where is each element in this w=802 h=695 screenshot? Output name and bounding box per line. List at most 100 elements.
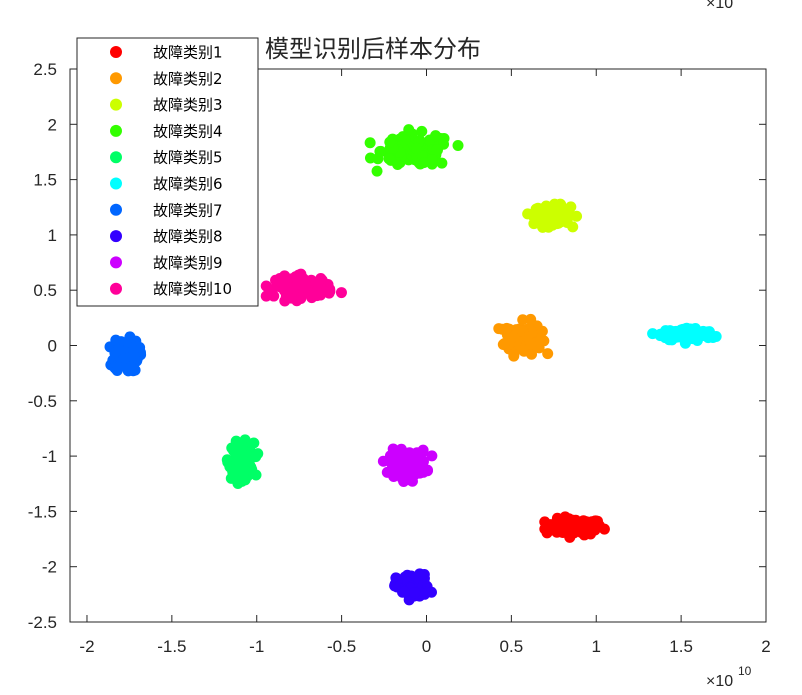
chart-title: 模型识别后样本分布 [265, 35, 481, 63]
y-tick-label: -1.5 [28, 502, 57, 521]
data-point [452, 140, 464, 152]
data-point [311, 290, 323, 302]
data-point [436, 157, 448, 169]
data-point [647, 328, 659, 340]
data-point [113, 361, 125, 373]
data-point [534, 335, 546, 347]
data-point [404, 447, 416, 459]
data-point [567, 221, 579, 233]
series-10 [260, 268, 347, 307]
data-point [508, 350, 520, 362]
data-point [525, 313, 537, 325]
data-point [394, 453, 406, 465]
x-tick-label: -2 [79, 637, 94, 656]
x-tick-label: -1.5 [157, 637, 186, 656]
data-point [110, 334, 122, 346]
y-axis-ticks: -2.5 -2 -1.5 -1 -0.5 0 0.5 1 1.5 2 2.5 [28, 60, 766, 632]
data-point [268, 290, 280, 302]
data-point [410, 142, 422, 154]
legend-label: 故障类别6 [153, 175, 223, 193]
data-point [528, 218, 540, 230]
legend-marker [110, 151, 122, 164]
x-exponent-label: ×10 [706, 673, 733, 690]
y-tick-label: 1 [48, 226, 57, 245]
series-4 [364, 124, 464, 177]
data-point [542, 348, 554, 360]
data-point [279, 279, 291, 291]
data-point [499, 337, 511, 349]
data-point [240, 452, 252, 464]
data-point [560, 519, 572, 531]
data-point [392, 158, 404, 170]
data-point [430, 130, 442, 142]
data-point [387, 443, 399, 455]
y-tick-label: -2 [42, 558, 57, 577]
data-point [398, 476, 410, 488]
data-point [127, 344, 139, 356]
data-point [416, 447, 428, 459]
series-5 [221, 434, 264, 490]
data-point [416, 125, 428, 137]
legend-label: 故障类别5 [153, 149, 223, 167]
legend-label: 故障类别9 [153, 254, 223, 272]
data-point [575, 527, 587, 539]
data-point [426, 153, 438, 165]
data-point [372, 153, 384, 165]
y-tick-label: 0 [48, 337, 57, 356]
data-point [418, 157, 430, 169]
data-point [563, 208, 575, 220]
data-point [598, 523, 610, 535]
series-2 [493, 313, 554, 362]
legend-marker [110, 72, 122, 85]
data-point [124, 361, 136, 373]
data-point [517, 314, 529, 326]
data-point [377, 455, 389, 467]
data-point [541, 527, 553, 539]
data-point [431, 144, 443, 156]
data-point [413, 459, 425, 471]
data-points [104, 124, 722, 606]
y-tick-label: 2 [48, 115, 57, 134]
y-tick-label: 2.5 [33, 60, 57, 79]
data-point [525, 338, 537, 350]
series-9 [377, 443, 438, 488]
series-1 [539, 511, 610, 543]
y-exponent-label: ×10 [706, 0, 733, 12]
series-3 [522, 198, 583, 233]
data-point [683, 327, 695, 339]
data-point [402, 465, 414, 477]
data-point [501, 322, 513, 334]
data-point [221, 454, 233, 466]
data-point [118, 353, 130, 365]
data-point [426, 450, 438, 462]
legend-label: 故障类别10 [153, 280, 232, 298]
data-point [536, 325, 548, 337]
y-tick-label: -0.5 [28, 392, 57, 411]
legend: 故障类别1 故障类别2 故障类别3 故障类别4 故障类别5 故障类别6 故障类别7 故障类别8… [76, 37, 259, 307]
x-tick-label: -1 [249, 637, 264, 656]
data-point [384, 136, 396, 148]
legend-marker [110, 203, 122, 216]
legend-marker [110, 98, 122, 111]
data-point [584, 518, 596, 530]
data-point [364, 137, 376, 149]
data-point [657, 328, 669, 340]
legend-label: 故障类别7 [153, 201, 223, 219]
x-tick-label: 0.5 [500, 637, 524, 656]
legend-marker [110, 177, 122, 190]
legend-label: 故障类别8 [153, 228, 223, 246]
data-point [425, 586, 437, 598]
legend-marker [110, 256, 122, 269]
data-point [371, 165, 383, 177]
legend-marker [110, 46, 122, 58]
data-point [399, 586, 411, 598]
data-point [702, 332, 714, 344]
data-point [260, 280, 272, 292]
data-point [409, 587, 421, 599]
data-point [229, 446, 241, 458]
data-point [569, 515, 581, 527]
data-point [233, 464, 245, 476]
legend-marker [110, 282, 122, 295]
series-7 [104, 331, 147, 377]
